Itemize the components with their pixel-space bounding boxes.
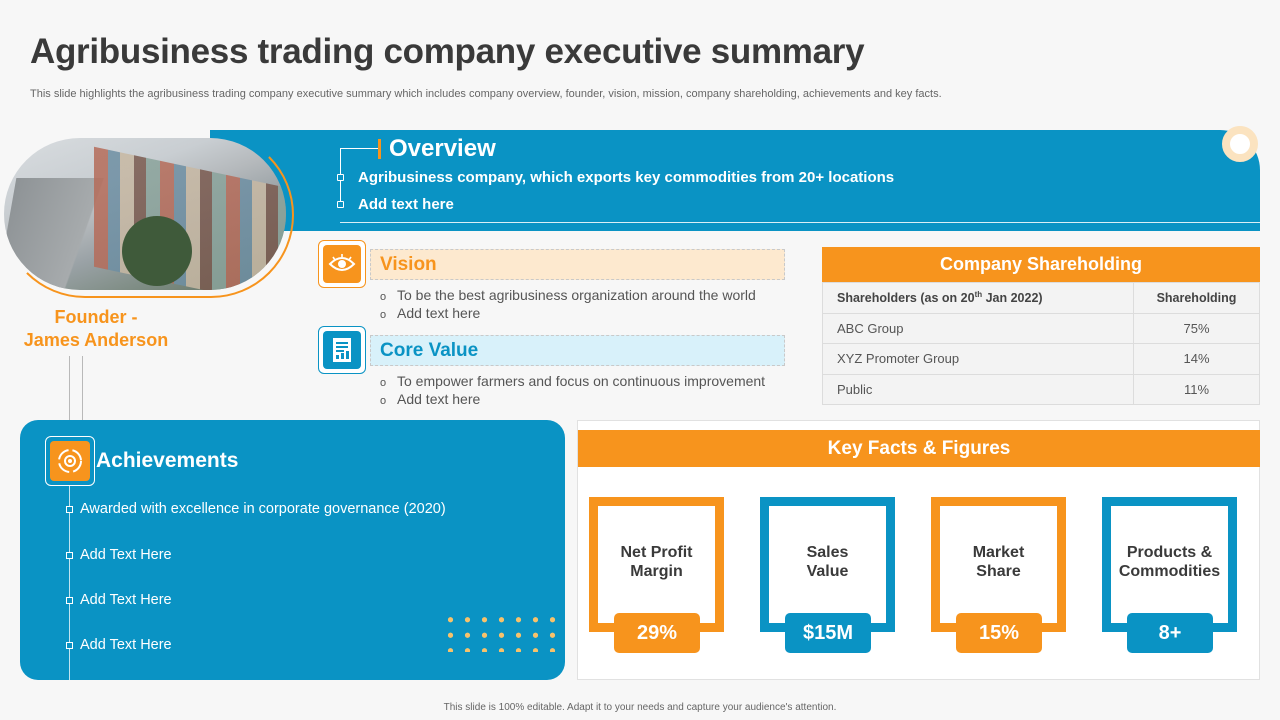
page-subtitle: This slide highlights the agribusiness t…	[30, 88, 942, 100]
key-fact-value: 8+	[1127, 613, 1213, 653]
founder-label: Founder -	[54, 307, 138, 327]
achievement-item: Awarded with excellence in corporate gov…	[80, 501, 446, 517]
core-value-bullet: o Add text here	[380, 391, 481, 407]
overview-bullet-dot	[337, 201, 344, 208]
key-facts-title: Key Facts & Figures	[578, 430, 1260, 467]
shareholder-value: 11%	[1133, 373, 1260, 405]
shareholder-value: 75%	[1133, 312, 1260, 344]
achievement-item: Add Text Here	[80, 592, 172, 608]
key-fact-label: Products & Commodities	[1118, 544, 1221, 580]
achievement-item: Add Text Here	[80, 637, 172, 653]
core-value-bullet: o To empower farmers and focus on continu…	[380, 373, 766, 389]
timeline-dot	[66, 506, 73, 513]
shareholding-title: Company Shareholding	[822, 247, 1260, 282]
vision-icon-box	[318, 240, 366, 288]
overview-item: Agribusiness company, which exports key …	[358, 169, 895, 186]
timeline-dot	[66, 642, 73, 649]
overview-title: Overview	[389, 135, 496, 162]
shareholder-name: XYZ Promoter Group	[822, 343, 1134, 375]
shareholder-name: Public	[822, 373, 1134, 405]
timeline-dot	[66, 552, 73, 559]
eye-icon	[323, 245, 361, 283]
achievements-timeline	[69, 485, 70, 680]
shareholders-header: Shareholders (as on 20th Jan 2022)	[822, 282, 1134, 314]
key-fact-card	[931, 497, 1066, 632]
founder-person: James Anderson	[23, 330, 169, 350]
overview-accent-bar	[378, 139, 381, 159]
table-row: XYZ Promoter Group 14%	[822, 343, 1260, 375]
vision-bullet: o Add text here	[380, 305, 481, 321]
core-value-icon-box	[318, 326, 366, 374]
founder-name: Founder - James Anderson	[20, 306, 172, 352]
container-yard-photo	[4, 138, 286, 290]
shareholder-name: ABC Group	[822, 312, 1134, 344]
table-row: ABC Group 75%	[822, 312, 1260, 344]
vision-title: Vision	[370, 249, 785, 280]
gear-cycle-icon	[50, 441, 90, 481]
overview-bullet-dot	[337, 174, 344, 181]
document-icon	[323, 331, 361, 369]
shareholding-table: Shareholders (as on 20th Jan 2022) Share…	[822, 282, 1260, 405]
vision-bullet: o To be the best agribusiness organizatio…	[380, 287, 756, 303]
footer-note: This slide is 100% editable. Adapt it to…	[443, 702, 837, 713]
table-header-row: Shareholders (as on 20th Jan 2022) Share…	[822, 282, 1260, 314]
core-value-title: Core Value	[370, 335, 785, 366]
ring-decoration	[1222, 126, 1258, 162]
table-row: Public 11%	[822, 373, 1260, 405]
key-fact-label: Sales Value	[806, 544, 849, 580]
photo-frame	[2, 132, 294, 298]
founder-connector	[69, 356, 83, 420]
page-title: Agribusiness trading company executive s…	[30, 32, 865, 71]
key-fact-value: $15M	[785, 613, 871, 653]
key-fact-label: Market Share	[972, 544, 1025, 580]
key-fact-label: Net Profit Margin	[620, 544, 693, 580]
achievement-item: Add Text Here	[80, 547, 172, 563]
shareholding-header: Shareholding	[1133, 282, 1260, 314]
key-fact-value: 29%	[614, 613, 700, 653]
overview-underline	[340, 222, 1260, 223]
timeline-dot	[66, 597, 73, 604]
overview-panel	[210, 130, 1260, 231]
key-fact-value: 15%	[956, 613, 1042, 653]
achievements-title: Achievements	[96, 449, 239, 472]
key-fact-card	[589, 497, 724, 632]
dot-pattern	[442, 612, 566, 652]
shareholder-value: 14%	[1133, 343, 1260, 375]
overview-item: Add text here	[358, 196, 454, 213]
achievements-icon-box	[45, 436, 95, 486]
